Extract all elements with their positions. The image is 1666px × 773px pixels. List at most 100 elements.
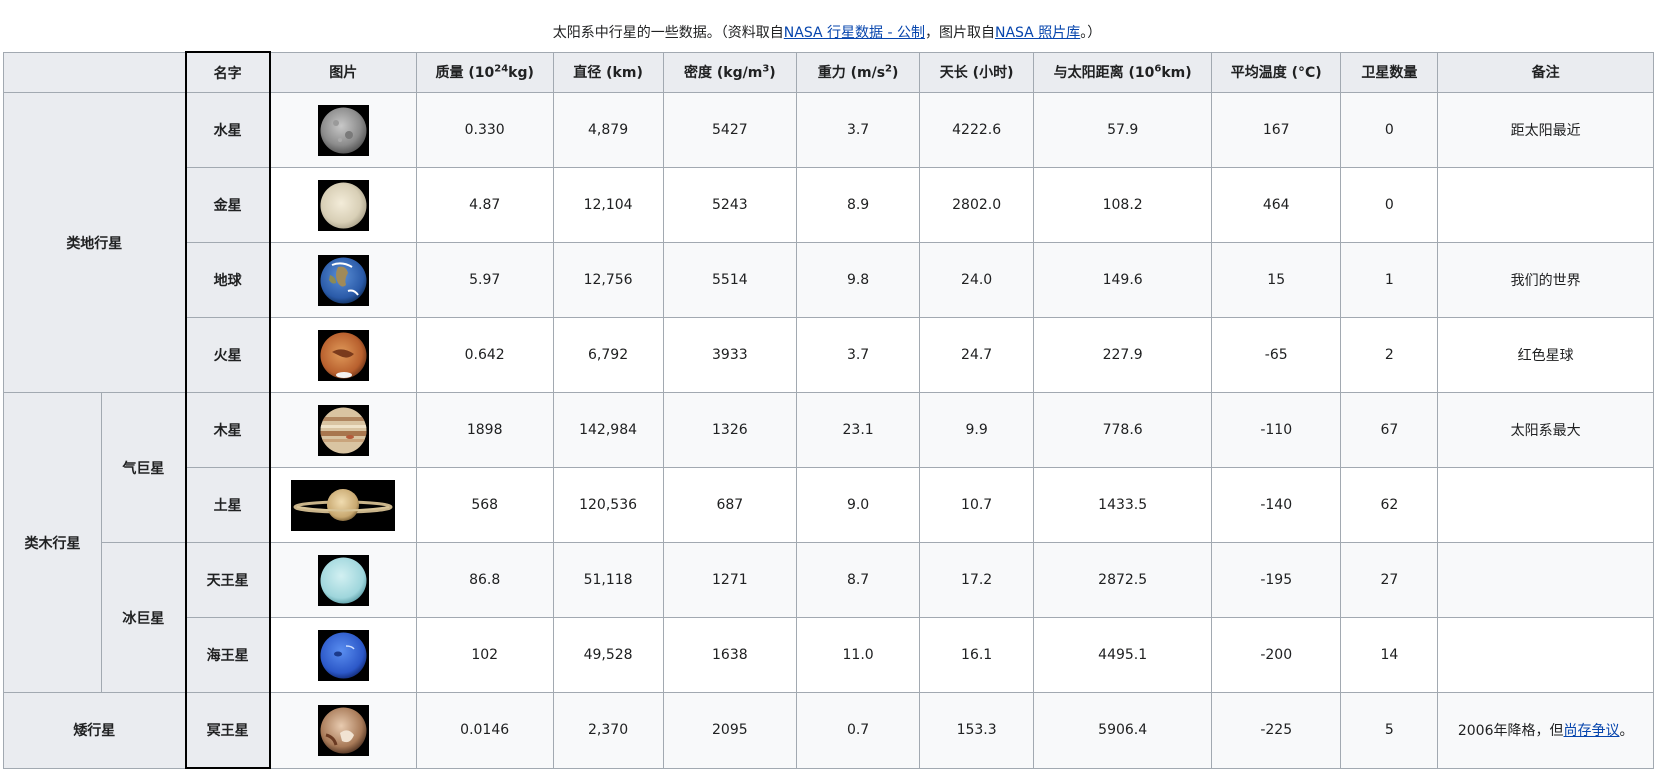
density-value: 2095 (662, 692, 798, 769)
header-image: 图片 (269, 51, 417, 93)
header-diameter: 直径 (km) (552, 51, 664, 93)
mass-value: 0.330 (415, 92, 554, 168)
group-gas-giant: 气巨星 (101, 392, 187, 543)
density-value: 1638 (662, 617, 798, 693)
temperature-value: -195 (1211, 542, 1342, 618)
moons-value: 67 (1340, 392, 1439, 468)
diameter-value: 49,528 (552, 617, 664, 693)
planet-name: 木星 (184, 392, 271, 468)
nasa-planet-data-link[interactable]: NASA 行星数据 - 公制 (783, 25, 925, 41)
gravity-value: 9.8 (796, 242, 921, 318)
mass-value: 1898 (415, 392, 554, 468)
moons-value: 1 (1340, 242, 1439, 318)
note-value: 红色星球 (1437, 317, 1654, 393)
temperature-value: -225 (1211, 692, 1342, 769)
note-value (1437, 617, 1654, 693)
mass-value: 4.87 (415, 167, 554, 243)
saturn-photo-icon[interactable] (291, 479, 396, 531)
header-density-suffix: ) (769, 65, 776, 82)
nasa-photo-library-link[interactable]: NASA 照片库 (994, 25, 1081, 41)
table-row: 火星 0.642 6,792 3933 3.7 24.7 227.9 -65 2… (4, 317, 1654, 393)
moons-value: 0 (1340, 167, 1439, 243)
temperature-value: 15 (1211, 242, 1342, 318)
table-row: 冰巨星 天王星 86.8 51,118 1271 8.7 17.2 2872.5… (4, 542, 1654, 693)
temperature-value: -140 (1211, 467, 1342, 543)
day-length-value: 24.0 (919, 242, 1035, 318)
group-jovian: 类木行星 (2, 392, 103, 693)
diameter-value: 6,792 (552, 317, 664, 393)
table-row: 矮行星 冥王星 0.0146 2,370 2095 0.7 153.3 5906… (2, 692, 1654, 769)
header-distance-prefix: 与太阳距离 (10 (1053, 65, 1155, 82)
jupiter-photo-icon[interactable] (317, 404, 369, 456)
moons-value: 5 (1340, 692, 1439, 769)
header-gravity-suffix: ) (892, 65, 899, 82)
day-length-value: 153.3 (919, 692, 1035, 769)
planet-image-cell (269, 317, 417, 393)
note-suffix: 。 (1619, 723, 1634, 740)
mass-value: 5.97 (415, 242, 554, 318)
uranus-photo-icon[interactable] (317, 554, 369, 606)
table-row: 土星 568 120,536 687 9.0 10.7 1433.5 -140 … (4, 467, 1654, 543)
planet-image-cell (269, 467, 417, 543)
neptune-photo-icon[interactable] (317, 629, 369, 681)
moons-value: 27 (1340, 542, 1439, 618)
planet-name: 火星 (184, 317, 271, 393)
table-row: 地球 5.97 12,756 5514 9.8 24.0 149.6 15 1 (4, 242, 1654, 318)
planet-name: 地球 (184, 242, 271, 318)
mars-photo-icon[interactable] (317, 329, 369, 381)
table-row: 类木行星 气巨星 木星 1898 142,9 (2, 392, 1654, 693)
note-prefix: 2006年降格，但 (1457, 723, 1564, 740)
pluto-photo-icon[interactable] (317, 704, 369, 756)
diameter-value: 12,104 (552, 167, 664, 243)
header-density-prefix: 密度 (kg/m (684, 65, 763, 82)
header-moons: 卫星数量 (1340, 51, 1439, 93)
header-density: 密度 (kg/m3) (662, 51, 798, 93)
planet-name: 冥王星 (184, 692, 271, 769)
temperature-value: -65 (1211, 317, 1342, 393)
table-header: 名字 图片 质量 (1024kg) 直径 (km) 密度 (kg/m3) 重力 … (2, 51, 1654, 93)
header-temperature: 平均温度 (°C) (1211, 51, 1342, 93)
planet-data-table: 名字 图片 质量 (1024kg) 直径 (km) 密度 (kg/m3) 重力 … (2, 51, 1654, 769)
diameter-value: 2,370 (552, 692, 664, 769)
distance-value: 227.9 (1033, 317, 1213, 393)
day-length-value: 9.9 (919, 392, 1035, 468)
density-value: 5243 (662, 167, 798, 243)
distance-value: 5906.4 (1033, 692, 1213, 769)
planet-image-cell (269, 392, 417, 468)
table-body: 类地行星 水星 0.330 4,879 5427 3.7 4222.6 57.9… (2, 92, 1654, 769)
planet-name: 土星 (184, 467, 271, 543)
moons-value: 14 (1340, 617, 1439, 693)
diameter-value: 120,536 (552, 467, 664, 543)
note-value: 距太阳最近 (1437, 92, 1654, 168)
note-value (1437, 167, 1654, 243)
day-length-value: 10.7 (919, 467, 1035, 543)
distance-value: 2872.5 (1033, 542, 1213, 618)
controversy-link[interactable]: 尚存争议 (1563, 723, 1620, 740)
density-value: 1271 (662, 542, 798, 618)
gravity-value: 8.9 (796, 167, 921, 243)
caption-prefix: 太阳系中行星的一些数据。（资料取自 (552, 25, 784, 41)
header-mass-sup: 24 (494, 63, 509, 75)
header-gravity-prefix: 重力 (m/s (817, 65, 886, 82)
group-dwarf: 矮行星 (2, 692, 187, 769)
header-gravity: 重力 (m/s2) (796, 51, 921, 93)
earth-photo-icon[interactable] (317, 254, 369, 306)
planet-name: 海王星 (184, 617, 271, 693)
day-length-value: 17.2 (919, 542, 1035, 618)
caption-middle: ，图片取自 (924, 25, 995, 41)
gravity-value: 9.0 (796, 467, 921, 543)
mercury-photo-icon[interactable] (317, 104, 369, 156)
distance-value: 1433.5 (1033, 467, 1213, 543)
diameter-value: 4,879 (552, 92, 664, 168)
temperature-value: -110 (1211, 392, 1342, 468)
gravity-value: 8.7 (796, 542, 921, 618)
note-value: 2006年降格，但尚存争议。 (1437, 692, 1654, 769)
density-value: 5514 (662, 242, 798, 318)
venus-photo-icon[interactable] (317, 179, 369, 231)
temperature-value: 464 (1211, 167, 1342, 243)
distance-value: 149.6 (1033, 242, 1213, 318)
distance-value: 57.9 (1033, 92, 1213, 168)
note-value (1437, 467, 1654, 543)
mass-value: 0.642 (415, 317, 554, 393)
day-length-value: 2802.0 (919, 167, 1035, 243)
